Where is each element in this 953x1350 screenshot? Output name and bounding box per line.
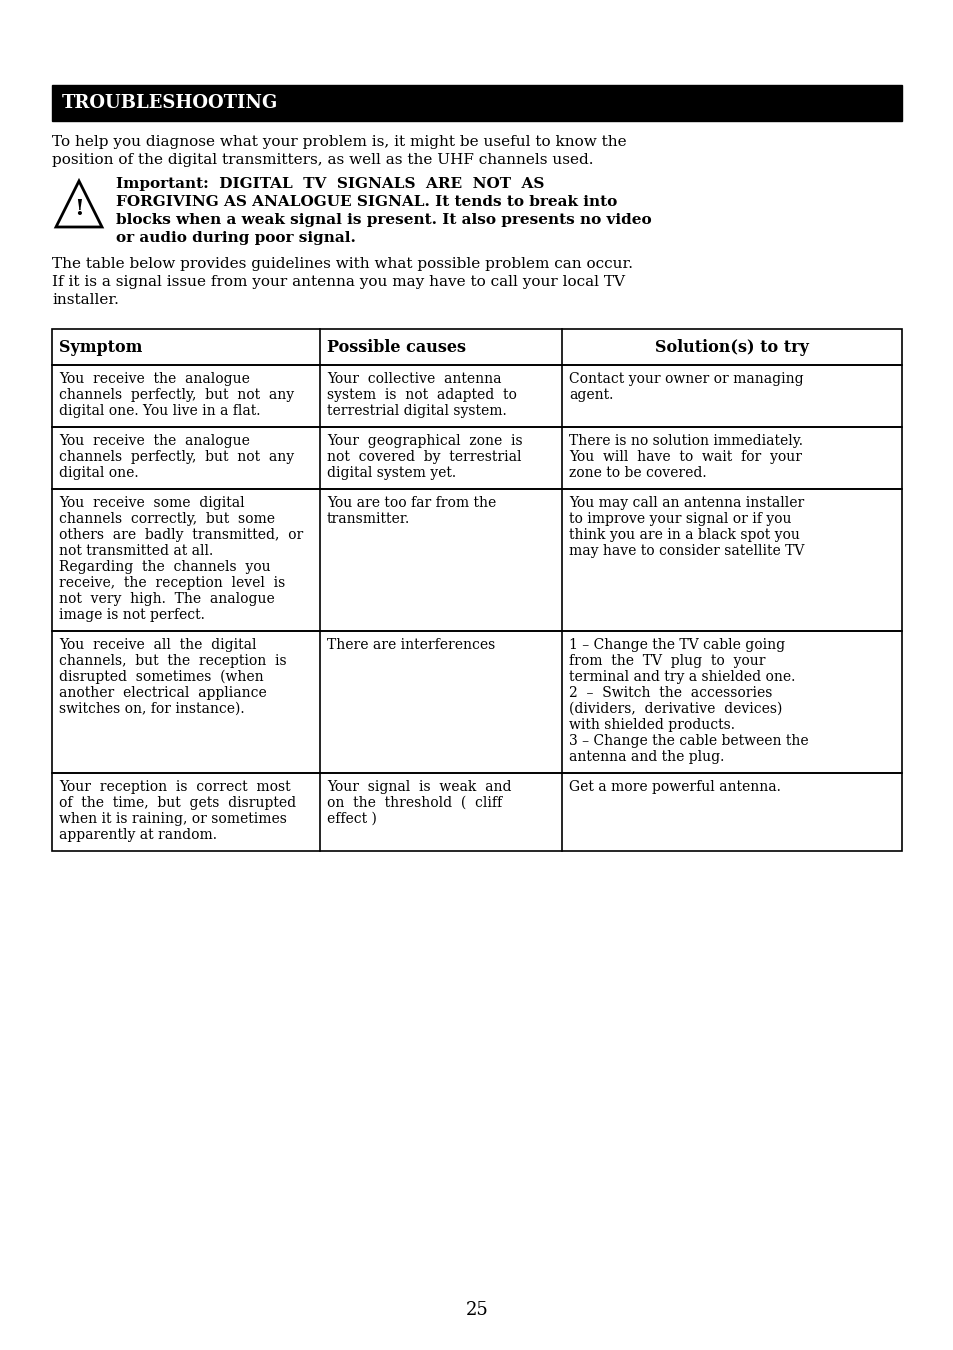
Text: Important:  DIGITAL  TV  SIGNALS  ARE  NOT  AS: Important: DIGITAL TV SIGNALS ARE NOT AS (116, 177, 544, 190)
Bar (52, 630, 901, 774)
Text: Your  signal  is  weak  and: Your signal is weak and (327, 780, 511, 794)
Text: zone to be covered.: zone to be covered. (568, 466, 706, 481)
Text: when it is raining, or sometimes: when it is raining, or sometimes (59, 811, 287, 826)
Text: You may call an antenna installer: You may call an antenna installer (568, 495, 803, 510)
Text: Possible causes: Possible causes (327, 339, 465, 355)
Text: or audio during poor signal.: or audio during poor signal. (116, 231, 355, 244)
Text: Contact your owner or managing: Contact your owner or managing (568, 373, 802, 386)
Text: You  receive  the  analogue: You receive the analogue (59, 373, 250, 386)
Text: of  the  time,  but  gets  disrupted: of the time, but gets disrupted (59, 796, 295, 810)
Bar (52, 85, 901, 122)
Text: blocks when a weak signal is present. It also presents no video: blocks when a weak signal is present. It… (116, 213, 651, 227)
Bar (52, 489, 901, 630)
Text: 2  –  Switch  the  accessories: 2 – Switch the accessories (568, 686, 772, 701)
Text: antenna and the plug.: antenna and the plug. (568, 751, 723, 764)
Text: channels,  but  the  reception  is: channels, but the reception is (59, 653, 286, 668)
Bar (52, 364, 901, 427)
Text: agent.: agent. (568, 387, 613, 402)
Text: 1 – Change the TV cable going: 1 – Change the TV cable going (568, 639, 784, 652)
Text: disrupted  sometimes  (when: disrupted sometimes (when (59, 670, 263, 684)
Text: 25: 25 (465, 1301, 488, 1319)
Text: To help you diagnose what your problem is, it might be useful to know the: To help you diagnose what your problem i… (52, 135, 626, 148)
Text: receive,  the  reception  level  is: receive, the reception level is (59, 576, 285, 590)
Bar (52, 427, 901, 489)
Text: Your  collective  antenna: Your collective antenna (327, 373, 500, 386)
Text: You  receive  the  analogue: You receive the analogue (59, 433, 250, 448)
Text: installer.: installer. (52, 293, 119, 306)
Text: Your  geographical  zone  is: Your geographical zone is (327, 433, 522, 448)
Text: TROUBLESHOOTING: TROUBLESHOOTING (62, 95, 278, 112)
Text: terminal and try a shielded one.: terminal and try a shielded one. (568, 670, 795, 684)
Text: another  electrical  appliance: another electrical appliance (59, 686, 267, 701)
Text: from  the  TV  plug  to  your: from the TV plug to your (568, 653, 764, 668)
Text: Symptom: Symptom (59, 339, 142, 355)
Text: not  covered  by  terrestrial: not covered by terrestrial (327, 450, 520, 464)
Text: The table below provides guidelines with what possible problem can occur.: The table below provides guidelines with… (52, 256, 633, 271)
Text: There are interferences: There are interferences (327, 639, 495, 652)
Text: FORGIVING AS ANALOGUE SIGNAL. It tends to break into: FORGIVING AS ANALOGUE SIGNAL. It tends t… (116, 194, 617, 209)
Text: transmitter.: transmitter. (327, 512, 410, 526)
Text: not transmitted at all.: not transmitted at all. (59, 544, 213, 558)
Text: terrestrial digital system.: terrestrial digital system. (327, 404, 506, 418)
Text: position of the digital transmitters, as well as the UHF channels used.: position of the digital transmitters, as… (52, 153, 593, 167)
Text: You  receive  some  digital: You receive some digital (59, 495, 244, 510)
Text: If it is a signal issue from your antenna you may have to call your local TV: If it is a signal issue from your antenn… (52, 275, 624, 289)
Text: digital one. You live in a flat.: digital one. You live in a flat. (59, 404, 260, 418)
Text: channels  perfectly,  but  not  any: channels perfectly, but not any (59, 450, 294, 464)
Text: You are too far from the: You are too far from the (327, 495, 496, 510)
Text: think you are in a black spot you: think you are in a black spot you (568, 528, 799, 541)
Text: image is not perfect.: image is not perfect. (59, 608, 205, 622)
Text: !: ! (74, 197, 84, 220)
Text: system  is  not  adapted  to: system is not adapted to (327, 387, 517, 402)
Text: Regarding  the  channels  you: Regarding the channels you (59, 560, 271, 574)
Text: You  will  have  to  wait  for  your: You will have to wait for your (568, 450, 801, 464)
Text: may have to consider satellite TV: may have to consider satellite TV (568, 544, 803, 558)
Text: to improve your signal or if you: to improve your signal or if you (568, 512, 791, 526)
Text: Get a more powerful antenna.: Get a more powerful antenna. (568, 780, 781, 794)
Text: 3 – Change the cable between the: 3 – Change the cable between the (568, 734, 808, 748)
Text: Solution(s) to try: Solution(s) to try (655, 339, 808, 355)
Text: not  very  high.  The  analogue: not very high. The analogue (59, 593, 274, 606)
Text: effect ): effect ) (327, 811, 376, 826)
Text: others  are  badly  transmitted,  or: others are badly transmitted, or (59, 528, 303, 541)
Text: (dividers,  derivative  devices): (dividers, derivative devices) (568, 702, 781, 716)
Bar (52, 329, 901, 364)
Text: You  receive  all  the  digital: You receive all the digital (59, 639, 256, 652)
Text: Your  reception  is  correct  most: Your reception is correct most (59, 780, 291, 794)
Text: digital one.: digital one. (59, 466, 138, 481)
Bar (52, 774, 901, 850)
Text: switches on, for instance).: switches on, for instance). (59, 702, 244, 716)
Text: channels  perfectly,  but  not  any: channels perfectly, but not any (59, 387, 294, 402)
Text: digital system yet.: digital system yet. (327, 466, 456, 481)
Text: There is no solution immediately.: There is no solution immediately. (568, 433, 802, 448)
Text: on  the  threshold  (  cliff: on the threshold ( cliff (327, 796, 501, 810)
Text: channels  correctly,  but  some: channels correctly, but some (59, 512, 274, 526)
Text: apparently at random.: apparently at random. (59, 828, 216, 842)
Text: with shielded products.: with shielded products. (568, 718, 734, 732)
